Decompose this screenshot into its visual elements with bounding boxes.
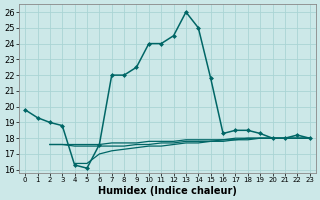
X-axis label: Humidex (Indice chaleur): Humidex (Indice chaleur)	[98, 186, 237, 196]
